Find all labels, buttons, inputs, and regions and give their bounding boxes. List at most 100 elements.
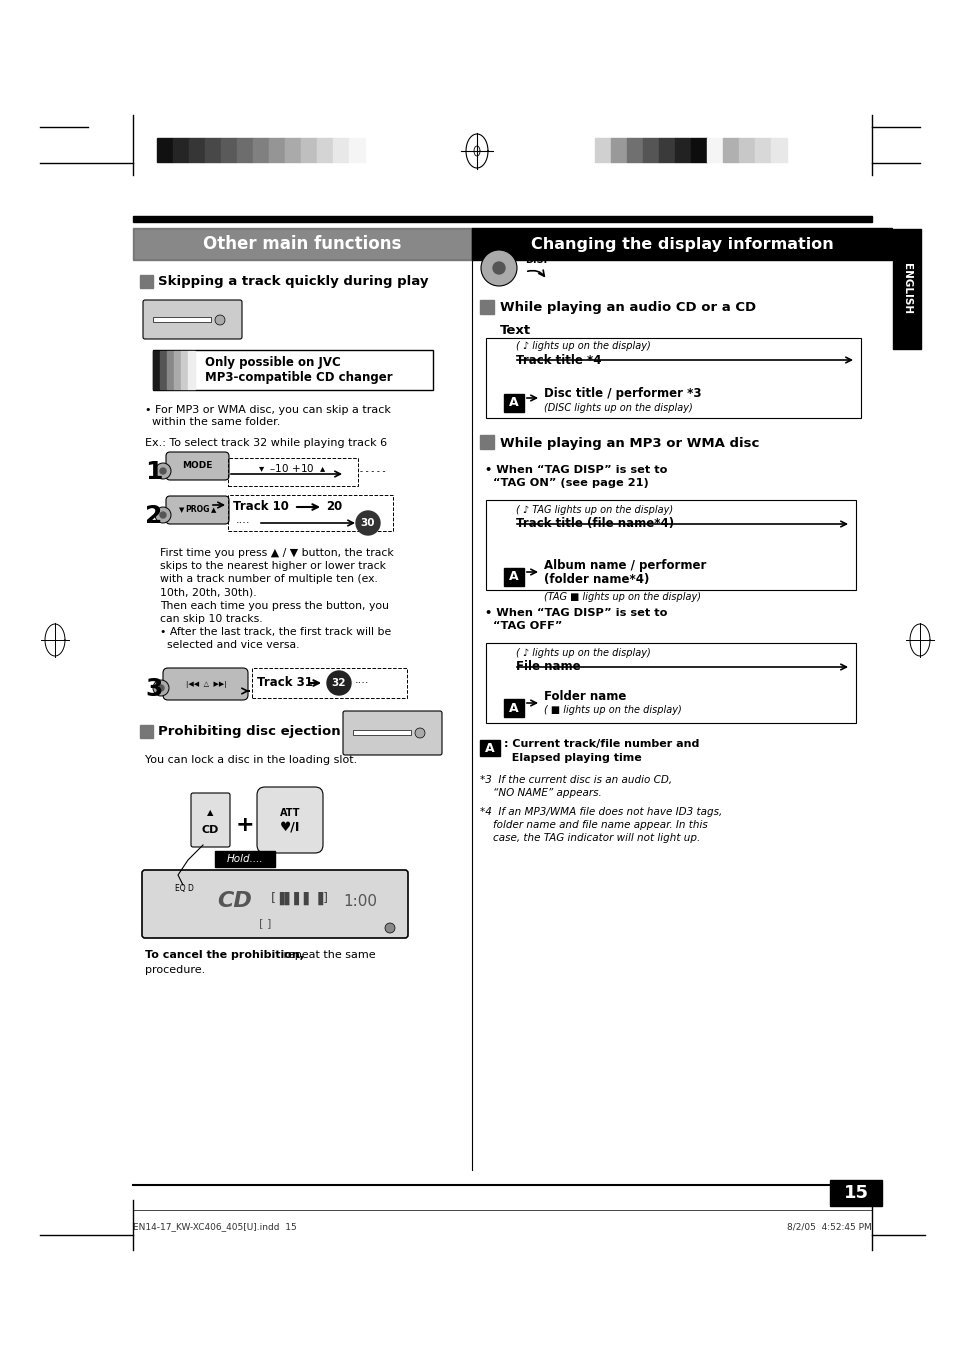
Circle shape <box>160 467 166 474</box>
Bar <box>659 138 675 162</box>
Text: *3  If the current disc is an audio CD,
    “NO NAME” appears.: *3 If the current disc is an audio CD, “… <box>479 775 672 798</box>
Bar <box>140 276 152 288</box>
Text: |◀◀  △  ▶▶|: |◀◀ △ ▶▶| <box>186 681 226 688</box>
Text: [ ]: [ ] <box>258 917 271 928</box>
Text: procedure.: procedure. <box>145 965 205 975</box>
Bar <box>253 138 269 162</box>
Text: +: + <box>235 815 254 835</box>
Circle shape <box>355 511 379 535</box>
Text: 15: 15 <box>842 1183 867 1202</box>
Text: [▐▌▌▌▐]: [▐▌▌▌▐] <box>271 892 329 905</box>
Text: 3: 3 <box>145 677 162 701</box>
Text: ATT: ATT <box>279 808 300 817</box>
Circle shape <box>385 923 395 934</box>
Text: 32: 32 <box>332 678 346 688</box>
FancyBboxPatch shape <box>166 496 229 524</box>
Text: 1:00: 1:00 <box>343 893 376 908</box>
Text: A: A <box>509 701 518 715</box>
Text: ( ♪ TAG lights up on the display): ( ♪ TAG lights up on the display) <box>516 505 673 515</box>
Text: Text: Text <box>499 324 531 336</box>
Bar <box>626 138 642 162</box>
Text: While playing an audio CD or a CD: While playing an audio CD or a CD <box>499 301 756 315</box>
Bar <box>503 698 523 717</box>
Bar <box>485 500 855 590</box>
Bar <box>722 138 739 162</box>
Bar <box>173 351 181 389</box>
Text: Track 10: Track 10 <box>233 500 289 513</box>
Bar <box>135 230 470 258</box>
Bar <box>132 216 871 222</box>
Text: (folder name*4): (folder name*4) <box>543 574 649 586</box>
Circle shape <box>154 507 171 523</box>
Text: Skipping a track quickly during play: Skipping a track quickly during play <box>158 274 428 288</box>
Text: Prohibiting disc ejection: Prohibiting disc ejection <box>158 724 340 738</box>
Bar <box>485 338 861 417</box>
Bar <box>690 138 706 162</box>
Text: • When “TAG DISP” is set to
  “TAG OFF”: • When “TAG DISP” is set to “TAG OFF” <box>484 608 667 631</box>
Text: ( ♪ lights up on the display): ( ♪ lights up on the display) <box>516 340 650 351</box>
FancyBboxPatch shape <box>142 870 408 938</box>
Bar <box>228 458 357 486</box>
Text: MODE: MODE <box>182 462 212 470</box>
Bar <box>301 138 316 162</box>
Text: A: A <box>509 396 518 409</box>
Text: ····: ···· <box>235 517 251 528</box>
Bar <box>140 725 152 738</box>
Bar <box>285 138 301 162</box>
Text: ▲: ▲ <box>207 808 213 817</box>
Circle shape <box>415 728 424 738</box>
Bar <box>205 138 221 162</box>
Text: • When “TAG DISP” is set to
  “TAG ON” (see page 21): • When “TAG DISP” is set to “TAG ON” (se… <box>484 465 667 488</box>
Bar <box>485 643 855 723</box>
Text: ENGLISH: ENGLISH <box>901 263 911 315</box>
Text: CD: CD <box>217 892 253 911</box>
Bar <box>353 730 411 735</box>
Bar <box>472 228 891 259</box>
Text: EQ D: EQ D <box>174 884 193 893</box>
Text: repeat the same: repeat the same <box>280 950 375 961</box>
Text: A: A <box>485 742 495 754</box>
Text: ····: ···· <box>355 678 369 688</box>
Text: ▼: ▼ <box>179 507 185 513</box>
FancyBboxPatch shape <box>166 453 229 480</box>
Bar <box>754 138 770 162</box>
Bar <box>152 317 211 322</box>
Text: 30: 30 <box>360 517 375 528</box>
Text: • For MP3 or WMA disc, you can skip a track
  within the same folder.: • For MP3 or WMA disc, you can skip a tr… <box>145 405 391 427</box>
Circle shape <box>158 685 164 690</box>
Text: 1: 1 <box>145 459 162 484</box>
Circle shape <box>493 262 504 274</box>
Bar <box>706 138 722 162</box>
Bar <box>181 351 188 389</box>
Text: ( ♪ lights up on the display): ( ♪ lights up on the display) <box>516 648 650 658</box>
Circle shape <box>214 315 225 326</box>
Bar <box>675 138 690 162</box>
Circle shape <box>152 680 169 696</box>
Text: ▲: ▲ <box>212 507 216 513</box>
FancyBboxPatch shape <box>163 667 248 700</box>
Text: 8/2/05  4:52:45 PM: 8/2/05 4:52:45 PM <box>786 1223 871 1231</box>
Bar <box>642 138 659 162</box>
Circle shape <box>154 463 171 480</box>
Bar <box>479 300 494 313</box>
Circle shape <box>480 250 517 286</box>
Bar <box>316 138 333 162</box>
Bar <box>770 138 786 162</box>
Text: EN14-17_KW-XC406_405[U].indd  15: EN14-17_KW-XC406_405[U].indd 15 <box>132 1223 296 1231</box>
Text: Album name / performer: Album name / performer <box>543 558 705 571</box>
Text: A: A <box>509 570 518 584</box>
Text: Ex.: To select track 32 while playing track 6: Ex.: To select track 32 while playing tr… <box>145 438 387 449</box>
Text: To cancel the prohibition,: To cancel the prohibition, <box>145 950 304 961</box>
Text: - - - - -: - - - - - <box>359 466 385 476</box>
Text: First time you press ▲ / ▼ button, the track
skips to the nearest higher or lowe: First time you press ▲ / ▼ button, the t… <box>160 549 394 650</box>
Text: (DISC lights up on the display): (DISC lights up on the display) <box>543 403 692 413</box>
Text: Track title (file name*4): Track title (file name*4) <box>516 517 674 531</box>
Bar <box>152 317 211 322</box>
Bar <box>503 567 523 586</box>
Bar <box>132 228 472 259</box>
Text: ♥/I: ♥/I <box>279 820 300 834</box>
Text: 20: 20 <box>326 500 342 513</box>
Text: Hold....: Hold.... <box>227 854 263 865</box>
Bar <box>152 351 160 389</box>
Text: File name: File name <box>516 661 580 674</box>
